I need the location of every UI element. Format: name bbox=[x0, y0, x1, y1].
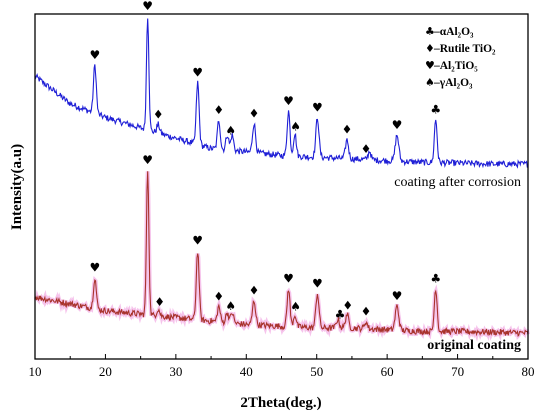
phase-marker: ♥ bbox=[312, 276, 323, 290]
legend: ♣ –αAl₂O₃ ♦ –Rutile TiO₂ ♥ –Al₂TiO₅ ♠ –γAl₂O₃ bbox=[425, 25, 496, 89]
phase-marker: ♣ bbox=[335, 308, 346, 322]
x-tick-label: 10 bbox=[29, 364, 42, 379]
legend-label: –Al₂TiO₅ bbox=[433, 60, 478, 72]
legend-symbol: ♣ bbox=[425, 25, 435, 38]
x-tick-label: 20 bbox=[99, 364, 112, 379]
phase-marker: ♦ bbox=[249, 284, 260, 298]
y-axis-title: Intensity(a.u) bbox=[9, 144, 25, 230]
phase-marker: ♠ bbox=[225, 299, 236, 313]
phase-marker: ♠ bbox=[290, 299, 301, 313]
phase-marker: ♦ bbox=[361, 142, 372, 156]
legend-symbol: ♦ bbox=[425, 42, 435, 55]
legend-symbol: ♥ bbox=[425, 59, 435, 72]
phase-marker: ♦ bbox=[249, 106, 260, 120]
phase-marker: ♦ bbox=[154, 295, 165, 309]
series-label-after-corrosion: coating after corrosion bbox=[394, 175, 521, 190]
series-layer bbox=[33, 18, 530, 342]
legend-label: –Rutile TiO₂ bbox=[433, 43, 496, 55]
phase-marker: ♦ bbox=[361, 305, 372, 319]
legend-label: –αAl₂O₃ bbox=[433, 26, 474, 38]
phase-marker: ♦ bbox=[153, 107, 164, 121]
series-line-after-corrosion bbox=[34, 18, 529, 169]
phase-marker: ♠ bbox=[225, 123, 236, 137]
phase-marker: ♣ bbox=[430, 102, 441, 116]
x-axis-title: 2Theta(deg.) bbox=[240, 395, 321, 411]
phase-marker: ♥ bbox=[142, 153, 153, 167]
phase-marker: ♥ bbox=[283, 272, 294, 286]
phase-marker: ♥ bbox=[312, 101, 323, 115]
x-tick-label: 30 bbox=[169, 364, 182, 379]
phase-marker: ♦ bbox=[342, 123, 353, 137]
legend-symbol: ♠ bbox=[425, 76, 435, 89]
phase-marker: ♦ bbox=[342, 299, 353, 313]
phase-marker: ♣ bbox=[430, 271, 441, 285]
series-label-original: original coating bbox=[427, 338, 521, 353]
phase-marker: ♥ bbox=[392, 289, 403, 303]
legend-label: –γAl₂O₃ bbox=[433, 77, 473, 89]
marker-layer: ♥♥♦♥♦♠♦♥♠♥♦♦♥♣♥♥♦♥♦♠♦♥♠♥♣♦ ♦♥♣ bbox=[89, 0, 441, 322]
phase-marker: ♦ bbox=[213, 103, 224, 117]
x-tick-label: 40 bbox=[240, 364, 253, 379]
x-axis: 10 20 30 40 50 60 70 80 bbox=[29, 354, 535, 379]
phase-marker: ♥ bbox=[89, 261, 100, 275]
x-tick-label: 70 bbox=[451, 364, 464, 379]
phase-marker: ♥ bbox=[89, 48, 100, 62]
x-tick-label: 50 bbox=[310, 364, 323, 379]
phase-marker: ♥ bbox=[283, 94, 294, 108]
phase-marker: ♦ bbox=[213, 289, 224, 303]
phase-marker: ♥ bbox=[142, 0, 153, 13]
phase-marker: ♥ bbox=[192, 66, 203, 80]
phase-marker: ♠ bbox=[290, 119, 301, 133]
phase-marker: ♥ bbox=[192, 234, 203, 248]
x-tick-label: 60 bbox=[381, 364, 394, 379]
series-line-original bbox=[34, 171, 529, 337]
x-tick-label: 80 bbox=[522, 364, 535, 379]
phase-marker: ♥ bbox=[392, 118, 403, 132]
